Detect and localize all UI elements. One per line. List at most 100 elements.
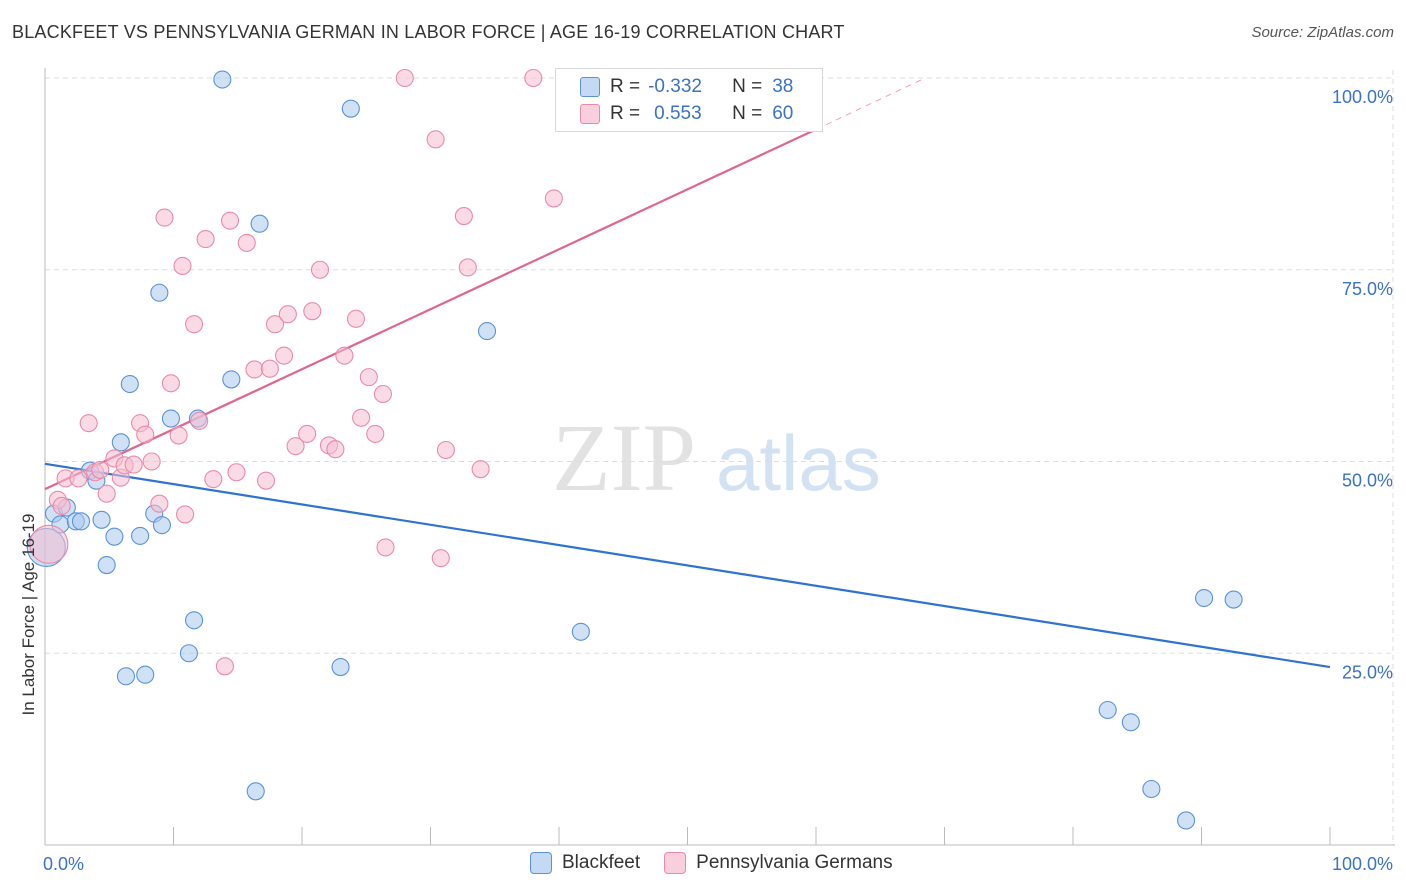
legend-row-blackfeet: R = -0.332 N = 38 — [556, 74, 793, 100]
legend-item-blackfeet[interactable]: Blackfeet — [530, 852, 640, 874]
grid-lines — [45, 70, 1395, 845]
blackfeet-point — [92, 510, 111, 529]
pennsylvania-germans-point — [97, 484, 116, 503]
blackfeet-point — [477, 322, 497, 341]
data-points — [26, 68, 1243, 830]
pennsylvania-germans-point — [69, 469, 88, 488]
blackfeet-point — [179, 644, 198, 663]
pennsylvania-germans-point — [524, 68, 543, 88]
blackfeet-point — [116, 667, 136, 686]
series-legend: Blackfeet Pennsylvania Germans — [530, 852, 917, 874]
pennsylvania-germans-point — [454, 207, 473, 226]
x-tick-label: 100.0% — [1332, 854, 1393, 874]
blackfeet-point — [150, 283, 169, 302]
legend-n-label: N = — [732, 76, 763, 97]
blackfeet-point — [571, 622, 590, 641]
pennsylvania-germans-point — [265, 315, 285, 334]
blackfeet-point — [1195, 588, 1214, 608]
blackfeet-point — [341, 99, 360, 118]
pennsylvania-germans-point — [471, 460, 490, 479]
blackfeet-point — [97, 555, 116, 575]
pennsylvania-germans-point — [373, 384, 393, 404]
pennsylvania-germans-point — [395, 68, 414, 88]
legend-label-pennsylvania-germans: Pennsylvania Germans — [696, 852, 893, 873]
y-tick-label: 50.0% — [1342, 471, 1393, 491]
pennsylvania-germans-point — [286, 437, 305, 456]
blackfeet-point — [1224, 590, 1243, 609]
pennsylvania-germans-point — [359, 368, 378, 387]
axes — [44, 68, 1395, 846]
blackfeet-point — [1098, 700, 1117, 720]
watermark-zip: ZIP — [552, 404, 696, 511]
watermark: ZIP atlas — [552, 404, 881, 511]
pennsylvania-germans-point — [303, 302, 322, 321]
pennsylvania-germans-point — [431, 549, 450, 568]
blackfeet-point — [1121, 713, 1140, 732]
legend-n-value: 60 — [772, 103, 794, 124]
blackfeet-point — [185, 611, 204, 630]
trend-lines — [44, 77, 1331, 669]
blackfeet-point — [120, 374, 139, 394]
pennsylvania-germans-point — [237, 233, 256, 252]
legend-swatch-blue — [580, 77, 600, 97]
legend-r-value: 0.553 — [654, 103, 702, 124]
pennsylvania-germans-point — [91, 460, 110, 479]
blackfeet-point — [131, 526, 150, 545]
legend-swatch-pink — [580, 104, 600, 124]
legend-label-blackfeet: Blackfeet — [562, 852, 641, 873]
axis-labels: 25.0% 50.0% 75.0% 100.0% 0.0% 100.0% In Labor … — [19, 87, 1393, 874]
trend-line-pennsylvania-germans — [44, 128, 817, 491]
stats-legend: R = -0.332 N = 38 R = 0.553 N = 60 — [555, 68, 823, 132]
pennsylvania-germans-point — [245, 360, 264, 379]
pennsylvania-germans-point — [204, 470, 223, 489]
pennsylvania-germans-point — [196, 230, 215, 249]
pennsylvania-germans-point — [436, 440, 455, 460]
pennsylvania-germans-point — [326, 440, 345, 459]
x-tick-label: 0.0% — [43, 854, 84, 874]
pennsylvania-germans-point — [176, 505, 195, 524]
pennsylvania-germans-point — [215, 657, 234, 676]
pennsylvania-germans-point — [227, 463, 246, 482]
pennsylvania-germans-point — [52, 496, 71, 516]
pennsylvania-germans-point — [124, 455, 143, 474]
blackfeet-point — [331, 658, 350, 677]
pennsylvania-germans-point — [298, 424, 317, 443]
pennsylvania-germans-point — [544, 189, 563, 208]
pennsylvania-germans-point — [256, 471, 276, 490]
legend-item-pennsylvania-germans[interactable]: Pennsylvania Germans — [664, 852, 893, 874]
pennsylvania-germans-point — [136, 425, 155, 444]
pennsylvania-germans-point — [150, 494, 169, 513]
y-tick-label: 25.0% — [1342, 662, 1393, 682]
legend-n-label: N = — [732, 103, 763, 124]
blackfeet-point — [222, 370, 241, 389]
pennsylvania-germans-point — [220, 211, 240, 230]
trend-line-blackfeet — [44, 462, 1331, 669]
pennsylvania-germans-point — [190, 411, 209, 430]
blackfeet-point — [71, 512, 91, 531]
blackfeet-point — [105, 527, 124, 546]
legend-swatch-pennsylvania-germans — [664, 852, 687, 874]
legend-r-label: R = — [610, 76, 641, 97]
pennsylvania-germans-point — [426, 130, 445, 149]
pennsylvania-germans-point — [169, 426, 188, 445]
watermark-atlas: atlas — [716, 419, 881, 507]
blackfeet-point — [246, 782, 265, 801]
blackfeet-point — [152, 516, 171, 535]
pennsylvania-germans-point — [376, 538, 395, 557]
pennsylvania-germans-point — [346, 309, 366, 328]
pennsylvania-germans-point — [79, 414, 98, 433]
blackfeet-point — [111, 433, 130, 452]
pennsylvania-germans-point — [458, 258, 477, 277]
blackfeet-point — [1177, 811, 1196, 830]
blackfeet-point — [213, 70, 232, 89]
legend-n-value: 38 — [772, 76, 794, 97]
chart-title: BLACKFEET VS PENNSYLVANIA GERMAN IN LABO… — [12, 22, 845, 42]
y-tick-label: 75.0% — [1342, 279, 1393, 299]
y-axis-label: In Labor Force | Age 16-19 — [19, 514, 38, 716]
pennsylvania-germans-point — [260, 359, 279, 378]
legend-row-pennsylvania-germans: R = 0.553 N = 60 — [556, 101, 793, 127]
pennsylvania-germans-point — [278, 305, 297, 324]
legend-r-value: -0.332 — [648, 76, 702, 97]
pennsylvania-germans-point — [29, 524, 69, 564]
